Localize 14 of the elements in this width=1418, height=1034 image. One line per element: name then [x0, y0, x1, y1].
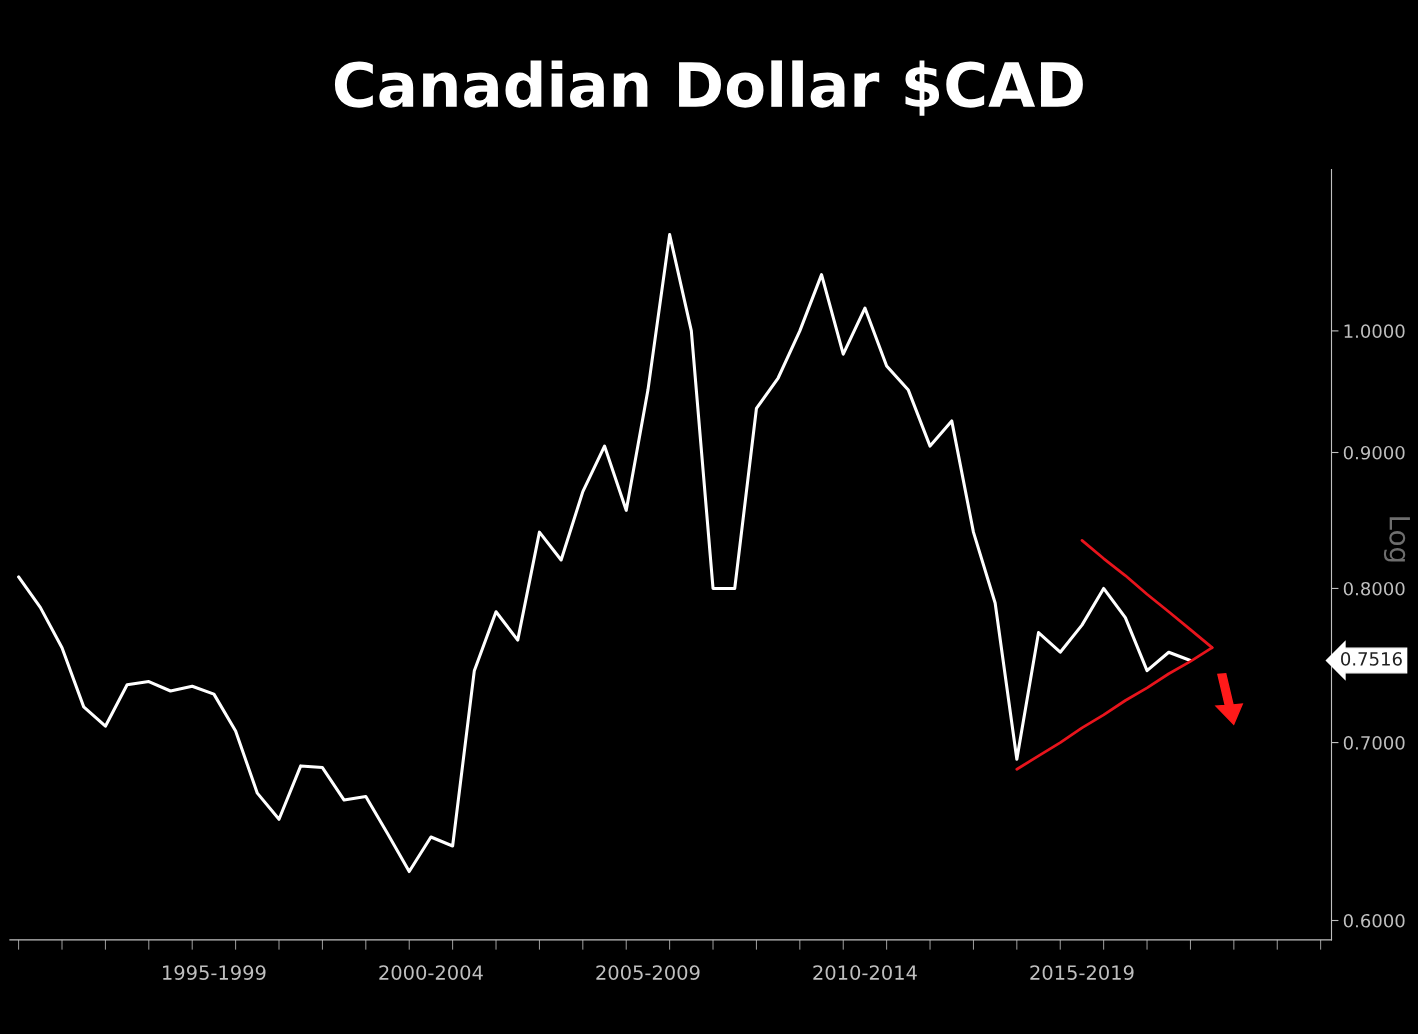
- y-tick-label: 1.0000: [1344, 324, 1405, 339]
- y-tick-label: 0.9000: [1343, 445, 1405, 460]
- y-tick-label: 0.6000: [1343, 913, 1405, 928]
- x-tick-label: 2005-2009: [596, 965, 700, 980]
- y-tick-label: 0.8000: [1343, 581, 1405, 596]
- chart-title: Canadian Dollar $CAD: [334, 60, 1083, 116]
- x-tick-label: 2010-2014: [813, 965, 917, 980]
- line-series: [17, 233, 1192, 874]
- y-axis-title: Log: [1383, 517, 1410, 562]
- x-tick-label: 2015-2019: [1030, 965, 1134, 980]
- x-tick-label: 1995-1999: [163, 965, 266, 980]
- x-tick-label: 2000-2004: [379, 965, 483, 980]
- y-tick-label: 0.7000: [1343, 736, 1405, 750]
- text: 0.7516: [1341, 652, 1402, 666]
